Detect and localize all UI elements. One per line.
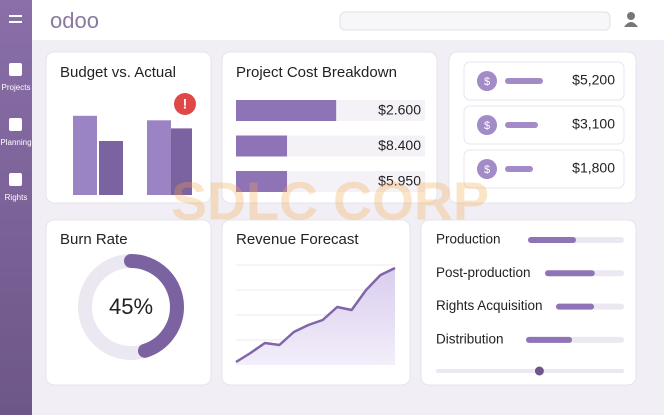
nav-label[interactable]: Projects xyxy=(2,83,31,92)
card-title: Revenue Forecast xyxy=(236,231,359,248)
coin-icon xyxy=(477,115,497,135)
cost-value: $2.600 xyxy=(378,102,421,118)
bar xyxy=(73,115,97,195)
progress-bar xyxy=(528,237,576,243)
forecast-area xyxy=(236,268,395,365)
burn-card xyxy=(45,219,212,386)
nav-icon[interactable] xyxy=(9,118,22,131)
placeholder-line xyxy=(505,122,538,128)
summary-row xyxy=(463,61,625,101)
placeholder-line xyxy=(505,78,543,84)
phase-label: Rights Acquisition xyxy=(436,298,543,313)
coin-icon xyxy=(477,159,497,179)
phase-label: Production xyxy=(436,232,501,247)
summary-value: $3,100 xyxy=(572,116,615,132)
card-title: Budget vs. Actual xyxy=(60,64,176,81)
bar xyxy=(171,128,192,195)
bar xyxy=(147,120,171,195)
bar xyxy=(236,135,288,157)
bar xyxy=(236,100,337,121)
nav-label[interactable]: Planning xyxy=(0,138,31,147)
search-box[interactable] xyxy=(339,11,611,31)
phases-card xyxy=(420,219,637,386)
coin-symbol: $ xyxy=(484,76,490,88)
menu-button[interactable] xyxy=(9,15,22,23)
progress-bar xyxy=(556,303,595,310)
donut-label: 45% xyxy=(109,294,153,319)
forecast-line xyxy=(235,266,396,364)
placeholder-line xyxy=(505,166,533,172)
donut-arc xyxy=(78,254,184,360)
slider-track xyxy=(436,369,624,373)
progress-bar xyxy=(526,336,573,343)
watermark: SDLC CORP xyxy=(171,171,489,231)
logo[interactable]: odoo xyxy=(50,8,99,33)
summary-value: $1,800 xyxy=(572,160,615,176)
slider-handle[interactable] xyxy=(534,366,544,376)
coin-symbol: $ xyxy=(484,120,490,132)
card-title: Burn Rate xyxy=(60,231,128,248)
summary-value: $5,200 xyxy=(572,72,615,88)
sidebar xyxy=(0,0,32,415)
user-icon[interactable] xyxy=(624,12,638,27)
phase-label: Distribution xyxy=(436,331,504,346)
cost-card xyxy=(221,51,438,204)
phase-label: Post-production xyxy=(436,265,531,280)
nav-icon[interactable] xyxy=(9,63,22,76)
nav-label[interactable]: Rights xyxy=(5,193,28,202)
coin-icon xyxy=(477,71,497,91)
cost-value: $5.950 xyxy=(378,173,421,189)
cost-value: $8.400 xyxy=(378,137,421,153)
progress-bar xyxy=(545,270,595,277)
summary-row xyxy=(463,105,625,145)
alert-text: ! xyxy=(183,96,188,112)
bar xyxy=(99,141,123,195)
card-title: Project Cost Breakdown xyxy=(236,64,397,81)
summary-row xyxy=(463,149,625,189)
alert-badge[interactable] xyxy=(174,93,196,115)
nav-icon[interactable] xyxy=(9,173,22,186)
bar xyxy=(236,171,288,192)
coin-symbol: $ xyxy=(484,164,490,176)
